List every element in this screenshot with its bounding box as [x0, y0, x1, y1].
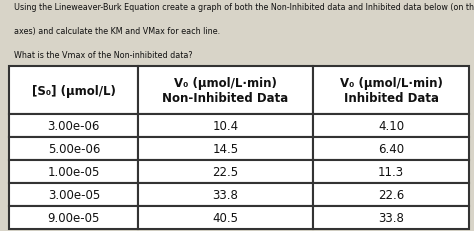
- Text: axes) and calculate the KM and VMax for each line.: axes) and calculate the KM and VMax for …: [14, 27, 220, 36]
- Text: Using the Lineweaver-Burk Equation create a graph of both the Non-Inhibited data: Using the Lineweaver-Burk Equation creat…: [14, 3, 474, 12]
- Text: What is the Vmax of the Non-inhibited data?: What is the Vmax of the Non-inhibited da…: [14, 50, 193, 59]
